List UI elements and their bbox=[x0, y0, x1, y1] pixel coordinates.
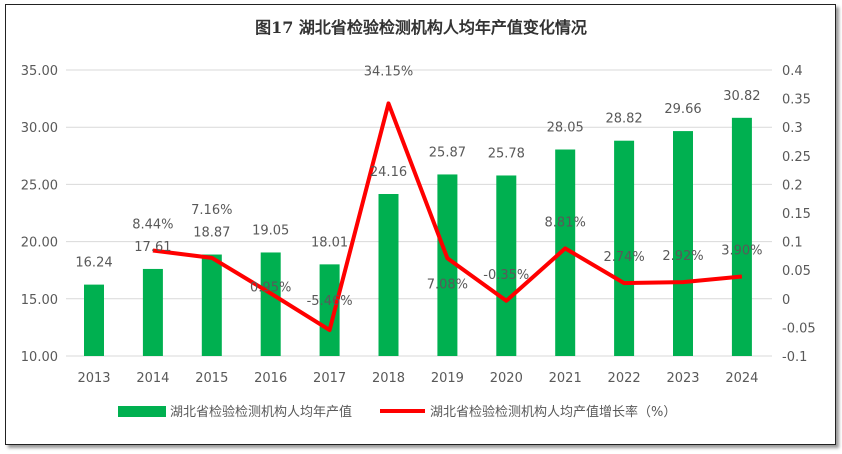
x-tick-label: 2019 bbox=[431, 371, 464, 386]
bar-data-label: 29.66 bbox=[664, 102, 701, 117]
left-tick-label: 30.00 bbox=[21, 121, 58, 136]
bar-2017 bbox=[319, 264, 340, 356]
right-tick-label: -0.1 bbox=[782, 350, 807, 365]
left-tick-label: 20.00 bbox=[21, 236, 58, 251]
right-tick-label: -0.05 bbox=[782, 321, 816, 336]
line-data-label: 3.90% bbox=[721, 243, 762, 258]
bar-data-label: 28.82 bbox=[605, 112, 642, 127]
x-tick-label: 2021 bbox=[549, 371, 582, 386]
x-tick-label: 2015 bbox=[195, 371, 228, 386]
bar-data-label: 18.01 bbox=[311, 235, 348, 250]
x-tick-label: 2014 bbox=[136, 371, 169, 386]
x-tick-label: 2020 bbox=[490, 371, 523, 386]
bar-data-label: 25.87 bbox=[429, 145, 466, 160]
line-data-label: 34.15% bbox=[364, 64, 414, 79]
bar-2014 bbox=[142, 268, 163, 356]
legend-bar-label: 湖北省检验检测机构人均年产值 bbox=[170, 404, 352, 420]
line-data-label: 7.08% bbox=[427, 277, 468, 292]
x-tick-label: 2023 bbox=[666, 371, 699, 386]
chart-title: 图17 湖北省检验检测机构人均年产值变化情况 bbox=[255, 18, 587, 37]
line-data-label: -5.46% bbox=[307, 294, 353, 309]
chart-frame bbox=[5, 4, 836, 445]
bar-data-label: 16.24 bbox=[75, 256, 112, 271]
right-tick-label: 0.05 bbox=[782, 264, 811, 279]
line-data-label: 0.95% bbox=[250, 280, 291, 295]
bar-2018 bbox=[378, 194, 399, 356]
legend-line-label: 湖北省检验检测机构人均产值增长率（%） bbox=[430, 404, 676, 420]
left-tick-label: 15.00 bbox=[21, 293, 58, 308]
x-tick-label: 2016 bbox=[254, 371, 287, 386]
line-data-label: -0.35% bbox=[483, 268, 529, 283]
growth-rate-line bbox=[152, 101, 743, 333]
bar-2015 bbox=[201, 254, 222, 356]
bar-2016 bbox=[260, 252, 281, 356]
right-tick-label: 0 bbox=[782, 293, 790, 308]
right-tick-label: 0.1 bbox=[782, 236, 803, 251]
x-tick-label: 2013 bbox=[77, 371, 110, 386]
bar-2024 bbox=[731, 117, 752, 356]
right-tick-label: 0.35 bbox=[782, 93, 811, 108]
bar-2023 bbox=[673, 131, 693, 356]
right-tick-label: 0.4 bbox=[782, 64, 803, 79]
bar-2020 bbox=[496, 175, 517, 356]
x-tick-label: 2018 bbox=[372, 371, 405, 386]
bar-data-label: 28.05 bbox=[547, 121, 584, 136]
right-tick-label: 0.2 bbox=[782, 178, 803, 193]
line-data-label: 2.92% bbox=[662, 249, 703, 264]
bar-2019 bbox=[437, 174, 458, 356]
right-tick-label: 0.3 bbox=[782, 121, 803, 136]
left-tick-label: 10.00 bbox=[21, 350, 58, 365]
left-tick-label: 25.00 bbox=[21, 178, 58, 193]
bar-data-label: 25.78 bbox=[488, 146, 525, 161]
bar-data-label: 19.05 bbox=[252, 223, 289, 238]
bar-2013 bbox=[84, 284, 104, 356]
right-tick-label: 0.15 bbox=[782, 207, 811, 222]
bar-data-label: 24.16 bbox=[370, 165, 407, 180]
line-data-label: 8.44% bbox=[132, 218, 173, 233]
line-data-label: 8.81% bbox=[545, 215, 586, 230]
x-tick-label: 2017 bbox=[313, 371, 346, 386]
bar-data-label: 18.87 bbox=[193, 226, 230, 241]
x-tick-label: 2022 bbox=[608, 371, 641, 386]
bar-data-label: 17.61 bbox=[134, 240, 171, 255]
right-tick-label: 0.25 bbox=[782, 150, 811, 165]
line-data-label: 7.16% bbox=[191, 203, 232, 218]
bar-2022 bbox=[614, 140, 635, 356]
bar-data-label: 30.82 bbox=[723, 89, 760, 104]
legend-bar-swatch bbox=[118, 406, 166, 417]
x-tick-label: 2024 bbox=[725, 371, 758, 386]
left-tick-label: 35.00 bbox=[21, 64, 58, 79]
bar-2021 bbox=[555, 149, 576, 356]
line-data-label: 2.74% bbox=[603, 250, 644, 265]
